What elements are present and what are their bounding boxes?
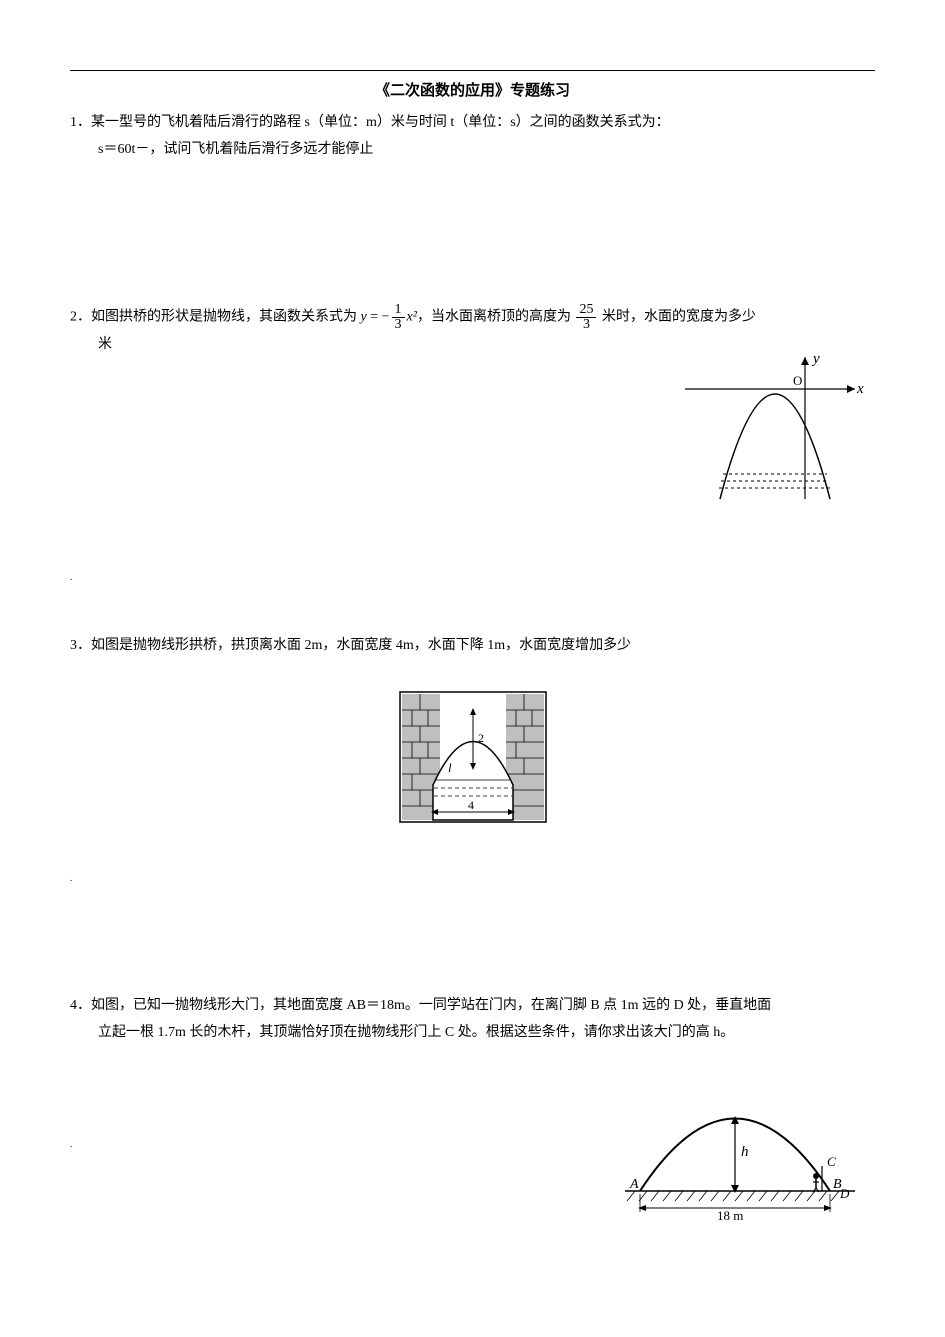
p4-label-18m: 18 m <box>717 1208 743 1223</box>
p2-parabola-svg: x y O <box>675 349 865 519</box>
p1-num: 1． <box>70 115 91 130</box>
p4-line1: 如图，已知一抛物线形大门，其地面宽度 AB＝18m。一同学站在门内，在离门脚 B… <box>91 998 771 1013</box>
p2-axis-x-label: x <box>856 381 864 397</box>
p4-figure: h A B C D 18 m <box>615 1086 865 1237</box>
p4-label-c: C <box>827 1154 836 1169</box>
p2-num: 2． <box>70 310 91 325</box>
p2-text-b: ，当水面离桥顶的高度为 <box>417 310 575 325</box>
p1-line1: 1．某一型号的飞机着陆后滑行的路程 s（单位：m）米与时间 t（单位：s）之间的… <box>70 110 875 137</box>
p2-formula-eq: = <box>367 310 382 325</box>
p2-origin-label: O <box>793 373 802 388</box>
p3-text: 如图是抛物线形拱桥，拱顶离水面 2m，水面宽度 4m，水面下降 1m，水面宽度增… <box>91 638 631 653</box>
spacer-1 <box>70 183 875 303</box>
p4-num: 4． <box>70 998 91 1013</box>
p3-text-row: 3．如图是抛物线形拱桥，拱顶离水面 2m，水面宽度 4m，水面下降 1m，水面宽… <box>70 633 875 660</box>
problem-1: 1．某一型号的飞机着陆后滑行的路程 s（单位：m）米与时间 t（单位：s）之间的… <box>70 110 875 163</box>
problem-2: 2．如图拱桥的形状是抛物线，其函数关系式为 y = −13x²，当水面离桥顶的高… <box>70 303 875 553</box>
p2-text-c: 米时，水面的宽度为多少 <box>598 310 756 325</box>
p2-axis-y-label: y <box>811 351 820 367</box>
problem-4: 4．如图，已知一抛物线形大门，其地面宽度 AB＝18m。一同学站在门内，在离门脚… <box>70 993 875 1273</box>
p2-figure: x y O <box>675 349 865 530</box>
p2-text-a: 如图拱桥的形状是抛物线，其函数关系式为 <box>91 310 361 325</box>
p2-formula-neg: − <box>382 310 390 325</box>
p4-door-svg: h A B C D 18 m <box>615 1086 865 1226</box>
problem-3: 3．如图是抛物线形拱桥，拱顶离水面 2m，水面宽度 4m，水面下降 1m，水面宽… <box>70 633 875 933</box>
p4-label-d: D <box>839 1186 850 1201</box>
p3-label-w: 4 <box>468 798 474 812</box>
p2-frac1: 13 <box>392 303 405 332</box>
p2-dot: . <box>70 569 875 586</box>
p2-frac2: 253 <box>576 303 596 332</box>
p3-bridge-svg: 2 l 4 <box>398 690 548 830</box>
p2-text-row: 2．如图拱桥的形状是抛物线，其函数关系式为 y = −13x²，当水面离桥顶的高… <box>70 303 875 332</box>
p4-label-a: A <box>629 1177 639 1192</box>
p2-frac1-den: 3 <box>392 318 405 332</box>
p4-hatch <box>627 1191 839 1201</box>
top-rule <box>70 70 875 71</box>
p2-frac2-num: 25 <box>576 303 596 318</box>
p2-formula-x2: x² <box>407 310 417 325</box>
p4-line2: 立起一根 1.7m 长的木杆，其顶端恰好顶在抛物线形门上 C 处。根据这些条件，… <box>70 1020 875 1047</box>
p3-figure: 2 l 4 <box>70 690 875 841</box>
p2-frac2-den: 3 <box>576 318 596 332</box>
page-title: 《二次函数的应用》专题练习 <box>70 79 875 100</box>
p2-frac1-num: 1 <box>392 303 405 318</box>
p4-line1-row: 4．如图，已知一抛物线形大门，其地面宽度 AB＝18m。一同学站在门内，在离门脚… <box>70 993 875 1020</box>
p3-dot: . <box>70 870 875 887</box>
p1-text1: 某一型号的飞机着陆后滑行的路程 s（单位：m）米与时间 t（单位：s）之间的函数… <box>91 115 670 130</box>
spacer-3 <box>70 953 875 993</box>
p3-label-h: 2 <box>478 731 484 745</box>
p4-label-h: h <box>741 1144 749 1160</box>
p3-label-l: l <box>448 760 452 775</box>
p3-num: 3． <box>70 638 91 653</box>
p1-line2: s＝60t－，试问飞机着陆后滑行多远才能停止 <box>70 137 875 164</box>
